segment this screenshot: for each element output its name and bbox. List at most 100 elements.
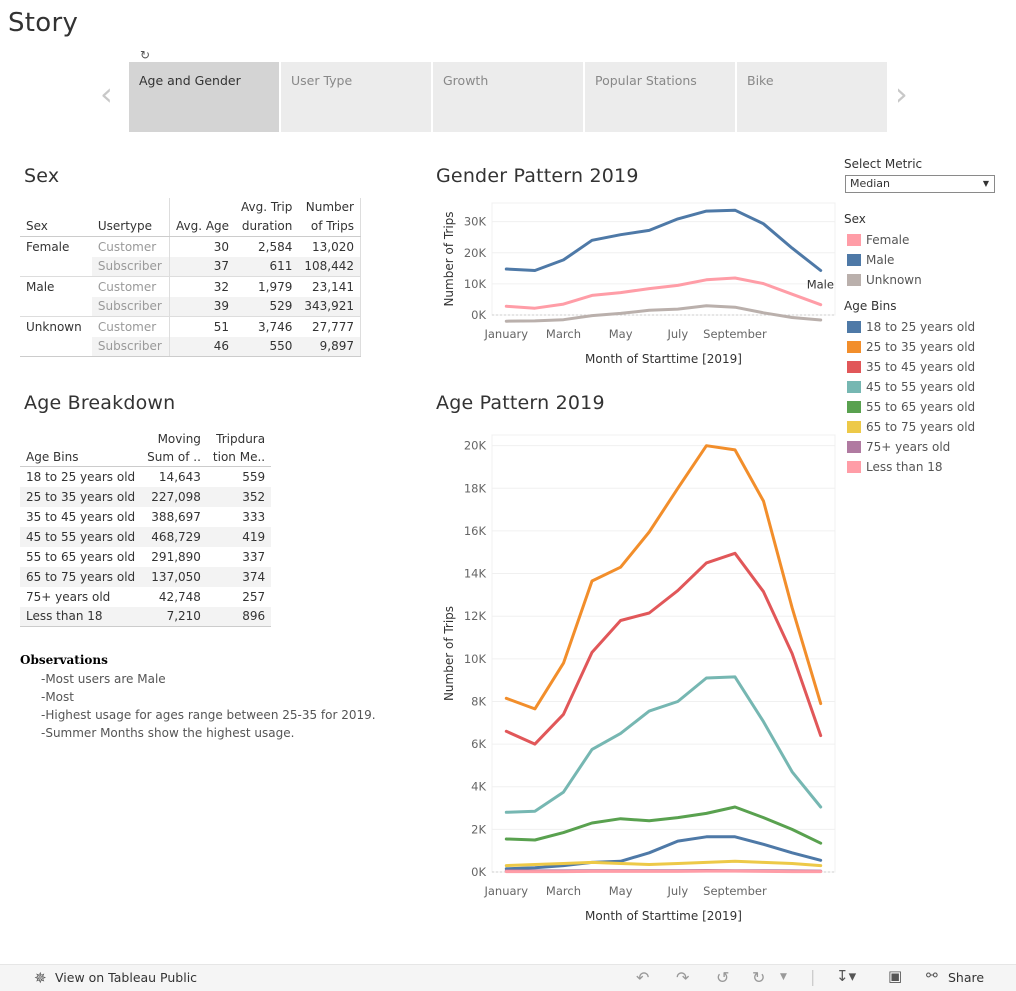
chevron-left-icon[interactable]: ‹ <box>100 75 113 113</box>
series-line[interactable] <box>504 444 823 711</box>
legend-item[interactable]: 18 to 25 years old <box>844 317 975 337</box>
x-tick-label: September <box>703 884 767 898</box>
story-point-growth[interactable]: Growth <box>433 62 583 132</box>
select-metric-label: Select Metric <box>844 157 923 171</box>
cell-trip: 257 <box>242 589 266 604</box>
metric-select[interactable]: Median ▼ <box>845 175 995 193</box>
y-axis-title: Number of Trips <box>442 211 456 306</box>
col-avg-age: Avg. Age <box>168 198 236 237</box>
cell-trip: 419 <box>206 526 272 547</box>
y-tick-label: 18K <box>464 481 487 495</box>
series-line[interactable] <box>504 835 823 871</box>
fullscreen-icon[interactable]: ▣ <box>888 967 903 985</box>
legend-swatch <box>847 254 861 266</box>
refresh-icon: ↻ <box>140 48 151 62</box>
cell-trip: 374 <box>206 566 272 587</box>
col-tripduration: Tripdura tion Me.. <box>206 430 272 467</box>
undo-icon[interactable]: ↶ <box>636 968 650 987</box>
x-tick-label: March <box>546 884 581 898</box>
download-icon[interactable]: ↧▾ <box>836 967 857 985</box>
tableau-icon: ✵ <box>34 969 47 987</box>
series-line[interactable] <box>504 869 823 874</box>
bottom-toolbar: ✵ View on Tableau Public ↶ ↷ ↺ ↻ ▼ | ↧▾ … <box>0 964 1016 991</box>
table-row: Subscriber 39 529 343,921 <box>20 296 362 317</box>
legend-item[interactable]: Female <box>844 230 922 250</box>
story-point-bike[interactable]: Bike <box>737 62 887 132</box>
observations-title: Observations <box>20 653 108 667</box>
cell-sex: Unknown <box>20 316 92 337</box>
cell-num-trips: 108,442 <box>298 256 362 277</box>
story-point-user-type[interactable]: User Type <box>281 62 431 132</box>
cell-moving: 14,643 <box>158 469 201 484</box>
legend-swatch <box>847 274 861 286</box>
cell-bin: 25 to 35 years old <box>20 486 142 507</box>
redo-icon[interactable]: ↷ <box>676 968 690 987</box>
x-tick-label: May <box>609 327 633 341</box>
gender-pattern-chart[interactable]: 0K 10K 20K 30K January March May July September M… <box>436 195 840 375</box>
series-line[interactable] <box>504 551 823 746</box>
series-line[interactable] <box>504 805 823 845</box>
revert-icon[interactable]: ↺ <box>716 968 730 987</box>
legend-swatch <box>847 341 861 353</box>
refresh-icon[interactable]: ↻ <box>752 968 766 987</box>
legend-item[interactable]: Unknown <box>844 270 922 290</box>
legend-item[interactable]: 75+ years old <box>844 437 975 457</box>
series-line[interactable] <box>504 208 823 272</box>
table-row: 45 to 55 years old 468,729 419 <box>20 526 272 547</box>
cell-moving: 291,890 <box>151 549 201 564</box>
legend-item[interactable]: 35 to 45 years old <box>844 357 975 377</box>
table-row: 35 to 45 years old 388,697 333 <box>20 507 271 527</box>
age-pattern-chart[interactable]: 0K 2K 4K 6K 8K 10K 12K 14K 16K 18K 20K January March… <box>436 425 840 933</box>
cell-usertype: Customer <box>91 276 170 297</box>
share-icon[interactable]: ⚯ <box>926 968 938 984</box>
y-tick-label: 0K <box>471 865 486 879</box>
chevron-down-icon[interactable]: ▼ <box>780 972 787 982</box>
cell-usertype: Customer <box>97 239 157 254</box>
legend-swatch <box>847 321 861 333</box>
legend-item[interactable]: 25 to 35 years old <box>844 337 975 357</box>
story-point-popular-stations[interactable]: Popular Stations <box>585 62 735 132</box>
cell-trip: 337 <box>242 549 266 564</box>
chevron-right-icon[interactable]: › <box>895 75 908 113</box>
cell-moving: 137,050 <box>141 566 207 587</box>
table-row: Less than 18 7,210 896 <box>20 606 272 627</box>
cell-trip: 896 <box>206 606 272 627</box>
view-on-tableau-link[interactable]: View on Tableau Public <box>55 970 198 985</box>
cell-avg-age: 37 <box>168 256 236 277</box>
sex-legend: Sex Female Male Unknown <box>844 212 922 290</box>
legend-swatch <box>847 361 861 373</box>
age-chart-title: Age Pattern 2019 <box>436 392 605 414</box>
caret-down-icon: ▼ <box>982 179 989 188</box>
legend-label: 18 to 25 years old <box>866 320 976 334</box>
story-points-nav: Age and Gender User Type Growth Popular … <box>129 62 887 132</box>
cell-num-trips: 13,020 <box>298 236 362 257</box>
cell-usertype: Subscriber <box>91 296 170 317</box>
cell-avg-age: 32 <box>168 276 236 297</box>
cell-trip: 559 <box>242 469 266 484</box>
x-axis-title: Month of Starttime [2019] <box>585 909 742 923</box>
story-point-age-gender[interactable]: Age and Gender <box>129 62 279 132</box>
legend-item[interactable]: Male <box>844 250 922 270</box>
toolbar-divider: | <box>810 967 816 986</box>
observation-item: -Most <box>41 690 74 704</box>
legend-item[interactable]: 45 to 55 years old <box>844 377 975 397</box>
share-button[interactable]: Share <box>948 970 985 985</box>
cell-moving: 7,210 <box>141 606 207 627</box>
cell-moving: 388,697 <box>151 509 201 524</box>
series-line[interactable] <box>504 276 823 310</box>
series-line[interactable] <box>504 859 823 868</box>
legend-item[interactable]: 55 to 65 years old <box>844 397 975 417</box>
gender-chart-title: Gender Pattern 2019 <box>436 165 639 187</box>
legend-label: 55 to 65 years old <box>866 400 976 414</box>
cell-num-trips: 23,141 <box>298 276 362 297</box>
cell-avg-trip: 550 <box>235 336 299 357</box>
legend-item[interactable]: 65 to 75 years old <box>844 417 975 437</box>
table-row: 75+ years old 42,748 257 <box>20 587 271 607</box>
legend-label: 25 to 35 years old <box>866 340 976 354</box>
cell-num-trips: 9,897 <box>298 336 362 357</box>
series-line[interactable] <box>504 304 823 323</box>
series-line[interactable] <box>504 675 823 814</box>
metric-select-value: Median <box>850 177 891 190</box>
table-row: Unknown Customer 51 3,746 27,777 <box>20 316 362 337</box>
legend-item[interactable]: Less than 18 <box>844 457 975 477</box>
